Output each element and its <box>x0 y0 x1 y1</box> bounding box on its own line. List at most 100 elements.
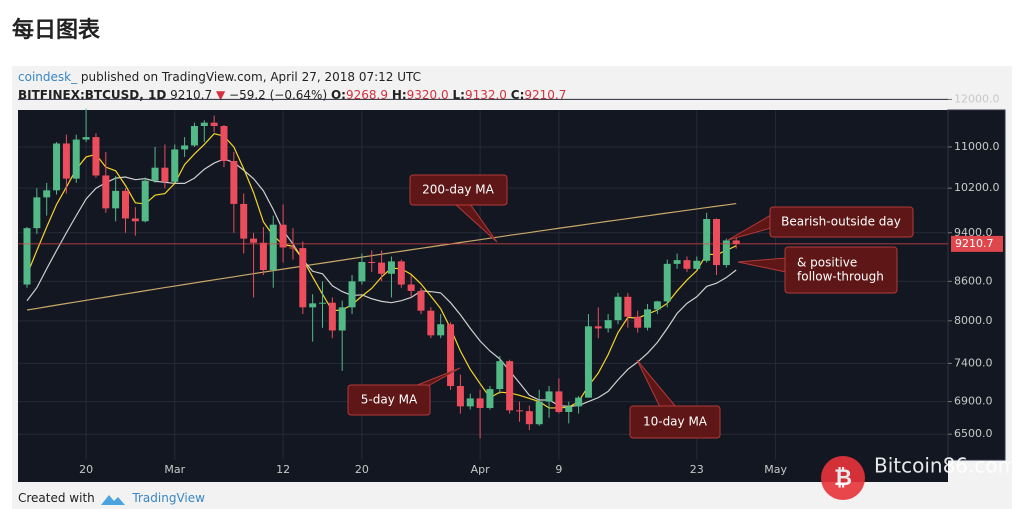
o-label: O: <box>330 88 346 102</box>
candle-body <box>594 326 602 329</box>
annotation-box <box>409 174 508 206</box>
candle-body <box>575 397 583 407</box>
annotation-text: follow-through <box>797 270 884 284</box>
candle-body <box>289 247 297 249</box>
candle-body <box>131 218 139 222</box>
footer: Created with TradingView <box>18 491 205 506</box>
candle-body <box>210 122 218 127</box>
candle-body <box>604 320 612 329</box>
candle-body <box>250 238 258 243</box>
candle-body <box>230 161 238 204</box>
candle-body <box>161 167 169 182</box>
candle-body <box>555 391 563 412</box>
watermark: ₿ Bitcoin86.com <box>821 454 1017 500</box>
candle-body <box>190 126 198 146</box>
candle-body <box>693 260 701 269</box>
c-label: C: <box>510 88 525 102</box>
candle-body <box>309 303 317 308</box>
candle-body <box>141 180 149 222</box>
candle-body <box>181 145 189 150</box>
price-axis <box>947 109 1006 461</box>
candle-body <box>279 224 287 248</box>
candle-body <box>584 326 592 398</box>
candle-body <box>427 310 435 336</box>
candle-body <box>200 122 208 127</box>
brand-link[interactable]: TradingView <box>132 491 205 505</box>
candle-body <box>417 290 425 311</box>
x-tick-label: 20 <box>355 463 369 476</box>
candle-body <box>112 190 120 209</box>
logo <box>100 494 125 505</box>
y-tick-label: 8000.0 <box>954 314 993 327</box>
annotation-text: & positive <box>797 256 857 270</box>
candle-body <box>466 398 474 407</box>
watermark-text: Bitcoin86.com <box>874 454 1017 478</box>
candle-body <box>299 248 307 308</box>
candle-body <box>102 175 110 209</box>
candle-body <box>53 143 61 191</box>
candle-body <box>545 391 553 402</box>
x-tick-label: Mar <box>164 463 185 476</box>
candle-body <box>33 197 41 229</box>
candle-body <box>378 262 386 274</box>
candle-body <box>348 281 356 308</box>
candle-body <box>644 309 652 328</box>
l-label: L: <box>452 88 465 102</box>
y-tick-label: 12000.0 <box>954 92 1000 105</box>
candle-body <box>516 410 523 412</box>
candle-body <box>634 316 642 328</box>
change: −59.2 (−0.64%) <box>229 88 328 102</box>
candle-body <box>151 167 159 181</box>
candle-body <box>319 302 326 304</box>
candle-body <box>72 139 80 179</box>
author-link[interactable]: coindesk_ <box>18 70 78 84</box>
candle-body <box>92 137 100 176</box>
candle-body <box>447 324 455 386</box>
candle-body <box>437 324 445 336</box>
candle-body <box>43 190 51 198</box>
x-tick-label: May <box>764 463 787 476</box>
candle-body <box>486 389 494 408</box>
annotation-text: 5-day MA <box>361 393 418 407</box>
x-tick-label: 12 <box>276 463 290 476</box>
candle-body <box>397 261 405 285</box>
page-title: 每日图表 <box>12 18 101 43</box>
candle-body <box>496 361 504 390</box>
candle-body <box>220 126 228 162</box>
candle-body <box>535 401 543 425</box>
h-label: H: <box>391 88 407 102</box>
x-tick-label: 23 <box>690 463 704 476</box>
y-tick-label: 8600.0 <box>954 274 993 287</box>
o-value: 9268.9 <box>345 88 388 102</box>
y-tick-label: 10200.0 <box>954 181 1000 194</box>
candle-body <box>358 262 366 282</box>
arrow: ▼ <box>215 88 226 102</box>
candle-body <box>407 284 415 291</box>
candle-body <box>456 385 464 407</box>
svg-text:₿: ₿ <box>834 466 852 491</box>
y-tick-label: 6500.0 <box>954 427 993 440</box>
l-value: 9132.0 <box>464 88 507 102</box>
published: published on TradingView.com, April 27, … <box>80 70 422 84</box>
candle-body <box>565 406 573 412</box>
candle-body <box>614 296 622 321</box>
candle-body <box>506 361 514 411</box>
symbol: BITFINEX:BTCUSD, 1D <box>18 88 167 102</box>
x-tick-label: 9 <box>555 463 562 476</box>
candle-body <box>525 411 533 425</box>
created-with: Created with <box>18 491 95 505</box>
candle-body <box>683 260 691 269</box>
last-price-box <box>951 235 1003 252</box>
annotation-text: Bearish-outside day <box>781 215 901 229</box>
y-tick-label: 9400.0 <box>954 226 993 239</box>
candle-body <box>240 203 248 239</box>
candle-body <box>624 296 632 317</box>
candle-body <box>703 219 711 261</box>
annotation-text: 200-day MA <box>422 183 494 197</box>
candle-body <box>722 240 730 266</box>
y-tick-label: 7400.0 <box>954 356 993 369</box>
candle-body <box>62 143 70 179</box>
h-value: 9320.0 <box>406 88 449 102</box>
